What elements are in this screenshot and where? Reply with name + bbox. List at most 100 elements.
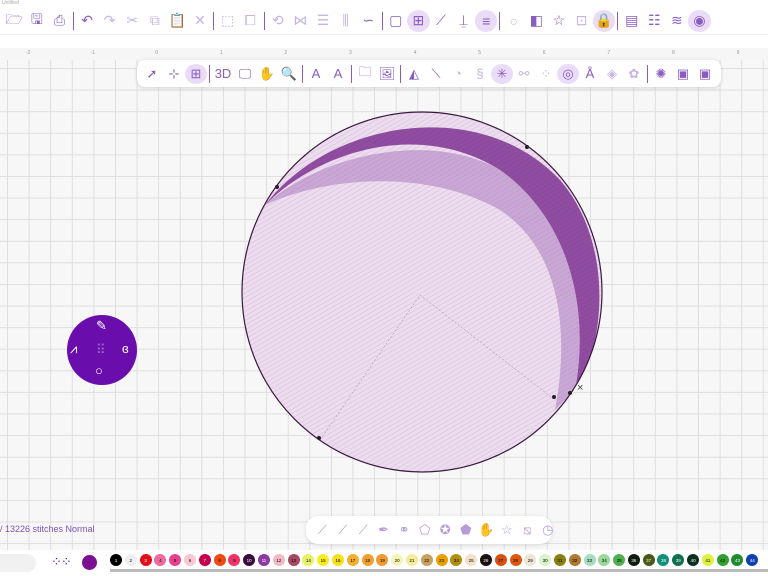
connect-icon[interactable]: ⚯ bbox=[518, 65, 530, 81]
run-stitch-icon[interactable]: § bbox=[476, 66, 484, 81]
fill-shape-icon[interactable]: ◭ bbox=[409, 65, 419, 81]
paste-icon[interactable]: 📋 bbox=[168, 12, 187, 28]
current-color-swatch[interactable] bbox=[82, 555, 97, 570]
thread-swatch[interactable]: 34 bbox=[598, 554, 611, 566]
hand-icon[interactable]: ✋ bbox=[478, 522, 495, 537]
thread-swatch[interactable]: 4 bbox=[154, 554, 167, 566]
thread-swatch[interactable]: 15 bbox=[317, 554, 330, 566]
satin-icon[interactable]: ◔ bbox=[454, 66, 462, 81]
thread-swatch[interactable]: 14 bbox=[302, 554, 315, 566]
thread-swatch[interactable]: 17 bbox=[346, 554, 359, 566]
auto-digitize-icon[interactable]: ✺ bbox=[655, 65, 667, 81]
thread-swatch[interactable]: 13 bbox=[287, 554, 300, 566]
thread-swatch[interactable]: 20 bbox=[391, 554, 404, 566]
thread-swatch[interactable]: 11 bbox=[257, 554, 270, 566]
properties-icon[interactable]: ▤ bbox=[625, 12, 639, 28]
pointer-icon[interactable]: ➚ bbox=[146, 65, 158, 81]
thread-swatch[interactable]: 43 bbox=[731, 554, 744, 566]
house-icon[interactable]: ⬟ bbox=[460, 522, 472, 537]
3d-view-icon[interactable]: 3D bbox=[214, 66, 232, 81]
scatter-icon[interactable]: ⁘ bbox=[540, 65, 552, 81]
thread-swatch[interactable]: 31 bbox=[553, 554, 566, 566]
group-icon[interactable]: ⧠ bbox=[244, 12, 256, 28]
thread-swatch[interactable]: 9 bbox=[228, 554, 241, 566]
link-icon[interactable]: ⚭ bbox=[398, 522, 410, 537]
thread-swatch[interactable]: 39 bbox=[672, 554, 685, 566]
thread-swatch[interactable]: 28 bbox=[509, 554, 522, 566]
thread-swatch[interactable]: 1 bbox=[110, 554, 122, 566]
folder-icon[interactable]: 🗀 bbox=[358, 63, 372, 79]
thread-swatch[interactable]: 29 bbox=[524, 554, 537, 566]
thread-swatch[interactable]: 25 bbox=[465, 554, 478, 566]
node-handle[interactable] bbox=[275, 185, 279, 189]
thread-swatch[interactable]: 24 bbox=[450, 554, 463, 566]
redo-icon[interactable]: ↷ bbox=[103, 12, 116, 28]
color-sort-icon[interactable]: ◧ bbox=[529, 12, 543, 28]
badge-icon[interactable]: ✪ bbox=[439, 522, 451, 537]
line-1-icon[interactable]: ⟋ bbox=[317, 522, 327, 537]
node-handle[interactable] bbox=[317, 436, 321, 440]
thread-swatch[interactable]: 6 bbox=[183, 554, 196, 566]
print-icon[interactable]: ⎙ bbox=[53, 12, 66, 28]
applique-icon[interactable]: ◎ bbox=[557, 63, 579, 84]
palette-scrollbar[interactable] bbox=[110, 569, 768, 572]
thread-swatch[interactable]: 38 bbox=[657, 554, 670, 566]
thread-swatch[interactable]: 41 bbox=[701, 554, 714, 566]
thread-swatch[interactable]: 3 bbox=[139, 554, 152, 566]
thread-swatch[interactable]: 7 bbox=[198, 554, 211, 566]
rotate-icon[interactable]: ⟲ bbox=[271, 12, 284, 28]
thread-swatch[interactable]: 5 bbox=[169, 554, 182, 566]
save-icon[interactable]: 🖫 bbox=[30, 10, 43, 27]
grid-lock-icon[interactable]: ⊡ bbox=[575, 12, 588, 28]
thread-swatch[interactable]: 27 bbox=[494, 554, 507, 566]
thread-icon[interactable]: ◉ bbox=[688, 9, 711, 32]
brush-icon[interactable]: ✎ bbox=[96, 318, 107, 333]
node-select-icon[interactable]: ⊹ bbox=[168, 65, 180, 81]
star-stitch-icon[interactable]: ✳ bbox=[491, 63, 513, 84]
units-icon[interactable]: ≡ bbox=[474, 9, 498, 32]
text-path-icon[interactable]: A bbox=[333, 66, 343, 81]
pan-hand-icon[interactable]: ✋ bbox=[258, 65, 276, 81]
pen-icon[interactable]: ✒ bbox=[378, 522, 390, 537]
align-icon[interactable]: ☰ bbox=[316, 12, 330, 28]
layers-icon[interactable]: ≋ bbox=[671, 12, 683, 28]
cut-icon[interactable]: ✂ bbox=[126, 12, 139, 28]
thread-swatch[interactable]: 26 bbox=[479, 554, 492, 566]
circle-icon[interactable]: ○ bbox=[509, 12, 518, 29]
monitor-icon[interactable]: 🖵 bbox=[238, 65, 252, 81]
thread-swatch[interactable]: 42 bbox=[716, 554, 729, 566]
thread-swatch[interactable]: 30 bbox=[539, 554, 552, 566]
open-icon[interactable]: 🗁 bbox=[5, 10, 23, 27]
thread-swatch[interactable]: 18 bbox=[361, 554, 374, 566]
monogram-icon[interactable]: Å bbox=[585, 66, 595, 81]
thread-chart-icon[interactable]: ⁘⁘ bbox=[51, 554, 72, 569]
ruler-icon[interactable]: ⟋ bbox=[436, 12, 446, 28]
star-outline-icon[interactable]: ☆ bbox=[500, 522, 513, 537]
thread-swatch[interactable]: 19 bbox=[376, 554, 389, 566]
timer-icon[interactable]: ◷ bbox=[542, 522, 554, 537]
pentagon-icon[interactable]: ⬠ bbox=[419, 522, 431, 537]
color-bar-left-panel[interactable] bbox=[0, 554, 36, 572]
path-icon[interactable]: ∽ bbox=[362, 12, 375, 28]
thread-swatch[interactable]: 21 bbox=[405, 554, 418, 566]
measure-icon[interactable]: ⍊ bbox=[459, 12, 468, 28]
grid-icon[interactable]: ⊞ bbox=[407, 9, 430, 32]
zoom-icon[interactable]: 🔍 bbox=[280, 65, 298, 81]
text-icon[interactable]: A bbox=[311, 66, 321, 81]
thread-swatch[interactable]: 33 bbox=[583, 554, 596, 566]
zigzag-stitch-icon[interactable]: ⩘ bbox=[70, 341, 78, 356]
line-2-icon[interactable]: ⟋ bbox=[338, 522, 348, 537]
thread-swatch[interactable]: 8 bbox=[213, 554, 226, 566]
crop-icon[interactable]: ⧅ bbox=[523, 522, 532, 537]
thread-swatch[interactable]: 16 bbox=[331, 554, 344, 566]
node-handle[interactable] bbox=[525, 145, 529, 149]
remove-overlap-icon[interactable]: ✿ bbox=[628, 65, 640, 81]
thread-swatch[interactable]: 37 bbox=[642, 554, 655, 566]
node-handle[interactable] bbox=[568, 391, 572, 395]
thread-swatch[interactable]: 2 bbox=[124, 554, 137, 566]
thread-swatch[interactable]: 40 bbox=[687, 554, 700, 566]
split-icon[interactable]: ◈ bbox=[607, 65, 617, 81]
thread-swatch[interactable]: 22 bbox=[420, 554, 433, 566]
image-icon[interactable]: 🖼 bbox=[378, 65, 396, 81]
radial-menu[interactable]: ✎ ⩘ ɞ ○ ⠿ bbox=[67, 315, 137, 385]
